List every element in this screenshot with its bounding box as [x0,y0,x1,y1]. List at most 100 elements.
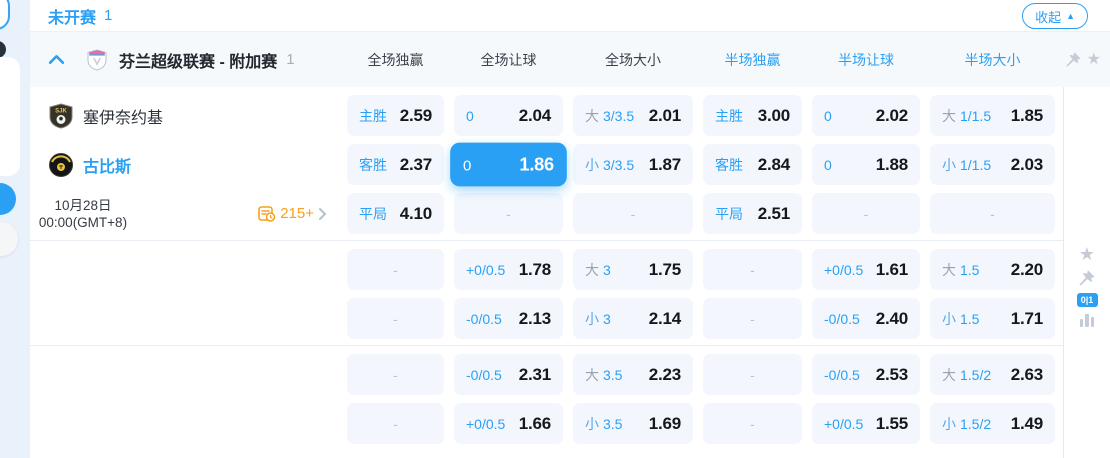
odds-cell[interactable]: 大 3 1.75 [573,249,693,290]
odds-line-label: 0 [824,156,832,173]
away-team-row[interactable]: 古比斯 [30,144,337,185]
info-column-slot [30,403,337,444]
odds-value: 2.13 [518,308,551,328]
collapse-button-label: 收起 [1035,9,1062,25]
odds-cell[interactable]: 主胜 3.00 [703,95,802,136]
odds-cell[interactable]: 0 2.04 [454,95,563,136]
star-icon[interactable]: ★ [1078,244,1096,264]
over-under-direction-label: 大 [942,107,956,124]
odds-row: 主胜 2.59 0 2.04 大 3/3.5 2.01 主胜 3.00 0 2.02 大 1/1.5 1.… [30,95,1063,136]
odds-cell[interactable]: 大 1.5 2.20 [930,249,1055,290]
column-header-ft-handicap[interactable]: 全场让球 [480,51,537,68]
odds-line-label: +0/0.5 [466,261,506,278]
odds-line-group: 0 [824,108,832,124]
odds-cell[interactable]: 小 1/1.5 2.03 [930,144,1055,185]
odds-cell-selected[interactable]: 0 1.86 [450,142,567,187]
odds-line-group: 主胜 [715,106,743,126]
odds-line-label: +0/0.5 [824,415,864,432]
odds-line-label: 1/1.5 [960,107,992,124]
odds-cell[interactable]: -0/0.5 2.40 [812,298,920,339]
odds-cell-empty: - [812,193,920,234]
column-header-ht-handicap[interactable]: 半场让球 [838,51,894,68]
odds-line-label: 客胜 [359,156,387,173]
score-01-badge[interactable]: 0|1 [1076,293,1098,307]
odds-cell[interactable]: +0/0.5 1.78 [454,249,563,290]
odds-cell[interactable]: 小 1.5/2 1.49 [930,403,1055,444]
column-header-ht-1x2[interactable]: 半场独赢 [724,51,781,68]
odds-cell[interactable]: -0/0.5 2.31 [454,354,563,395]
svg-text:SJK: SJK [55,108,67,114]
odds-line-group: 大 3/3.5 [585,106,634,126]
odds-line-group: 客胜 [359,155,387,175]
stats-bars-icon[interactable] [1079,314,1095,327]
column-header-ft-1x2[interactable]: 全场独赢 [367,51,424,68]
league-shield-icon [87,48,107,71]
odds-cell[interactable]: 客胜 2.37 [347,144,444,185]
odds-cell[interactable]: +0/0.5 1.61 [812,249,920,290]
odds-line-label: 0 [466,107,474,124]
odds-cell[interactable]: 平局 2.51 [703,193,802,234]
more-markets-count: 215+ [280,205,314,222]
odds-value: 1.66 [518,413,551,433]
odds-line-label: 平局 [359,205,387,222]
info-column-slot [30,354,337,395]
more-markets-link[interactable]: 215+ [258,205,327,222]
odds-cell[interactable]: 大 1/1.5 1.85 [930,95,1055,136]
odds-cell[interactable]: 0 1.88 [812,144,920,185]
odds-value: 2.84 [757,154,790,174]
odds-line-group: 大 1/1.5 [942,106,991,126]
over-under-direction-label: 小 [585,415,599,432]
odds-value: 1.88 [875,154,908,174]
column-header-ft-overunder[interactable]: 全场大小 [605,51,661,68]
odds-cell[interactable]: 大 1.5/2 2.63 [930,354,1055,395]
match-meta-row: 10月28日 00:00(GMT+8) [30,193,337,234]
empty-dash: - [750,366,755,383]
column-header-ht-overunder[interactable]: 半场大小 [964,51,1021,68]
odds-cell-empty: - [930,193,1055,234]
odds-line-group: 小 3.5 [585,414,622,434]
odds-value: 3.00 [757,105,790,125]
triangle-up-icon: ▲ [1066,10,1075,21]
odds-value: 1.49 [1010,413,1043,433]
empty-dash: - [750,310,755,327]
chevron-up-icon[interactable] [48,54,65,65]
odds-cell[interactable]: 平局 4.10 [347,193,444,234]
empty-dash: - [506,205,511,222]
odds-cell[interactable]: +0/0.5 1.66 [454,403,563,444]
odds-value: 2.02 [875,105,908,125]
odds-line-group: 平局 [359,204,387,224]
odds-cell[interactable]: -0/0.5 2.13 [454,298,563,339]
odds-cell-empty: - [347,354,444,395]
odds-body: SJK 塞伊奈约基 [30,87,1110,458]
over-under-direction-label: 大 [942,366,956,383]
main-odds-section: SJK 塞伊奈约基 [30,87,1063,240]
pin-icon[interactable] [1066,52,1081,67]
odds-cell[interactable]: 主胜 2.59 [347,95,444,136]
odds-cell[interactable]: -0/0.5 2.53 [812,354,920,395]
odds-line-label: 3/3.5 [603,156,635,173]
odds-cell[interactable]: 大 3.5 2.23 [573,354,693,395]
odds-cell[interactable]: +0/0.5 1.55 [812,403,920,444]
star-icon[interactable]: ★ [1086,50,1101,68]
odds-cell[interactable]: 小 3/3.5 1.87 [573,144,693,185]
odds-cell-empty: - [703,249,802,290]
odds-cell[interactable]: 客胜 2.84 [703,144,802,185]
odds-value: 1.71 [1010,308,1043,328]
odds-cell[interactable]: 0 2.02 [812,95,920,136]
odds-line-label: 3 [603,261,611,278]
over-under-direction-label: 小 [942,310,956,327]
collapse-button[interactable]: 收起 ▲ [1022,3,1088,29]
odds-line-label: +0/0.5 [824,261,864,278]
odds-cell[interactable]: 小 3 2.14 [573,298,693,339]
odds-cell[interactable]: 小 3.5 1.69 [573,403,693,444]
odds-line-label: 3.5 [603,366,623,383]
odds-row: - +0/0.5 1.66 小 3.5 1.69- +0/0.5 1.55 小 1.5/2 1.49 [30,403,1063,444]
odds-value: 1.78 [518,259,551,279]
odds-cell[interactable]: 小 1.5 1.71 [930,298,1055,339]
pin-icon[interactable] [1079,270,1095,286]
home-team-row[interactable]: SJK 塞伊奈约基 [30,95,337,136]
odds-cell[interactable]: 大 3/3.5 2.01 [573,95,693,136]
odds-line-group: 大 1.5/2 [942,365,991,385]
empty-dash: - [863,205,869,222]
match-status-count: 1 [104,7,113,24]
